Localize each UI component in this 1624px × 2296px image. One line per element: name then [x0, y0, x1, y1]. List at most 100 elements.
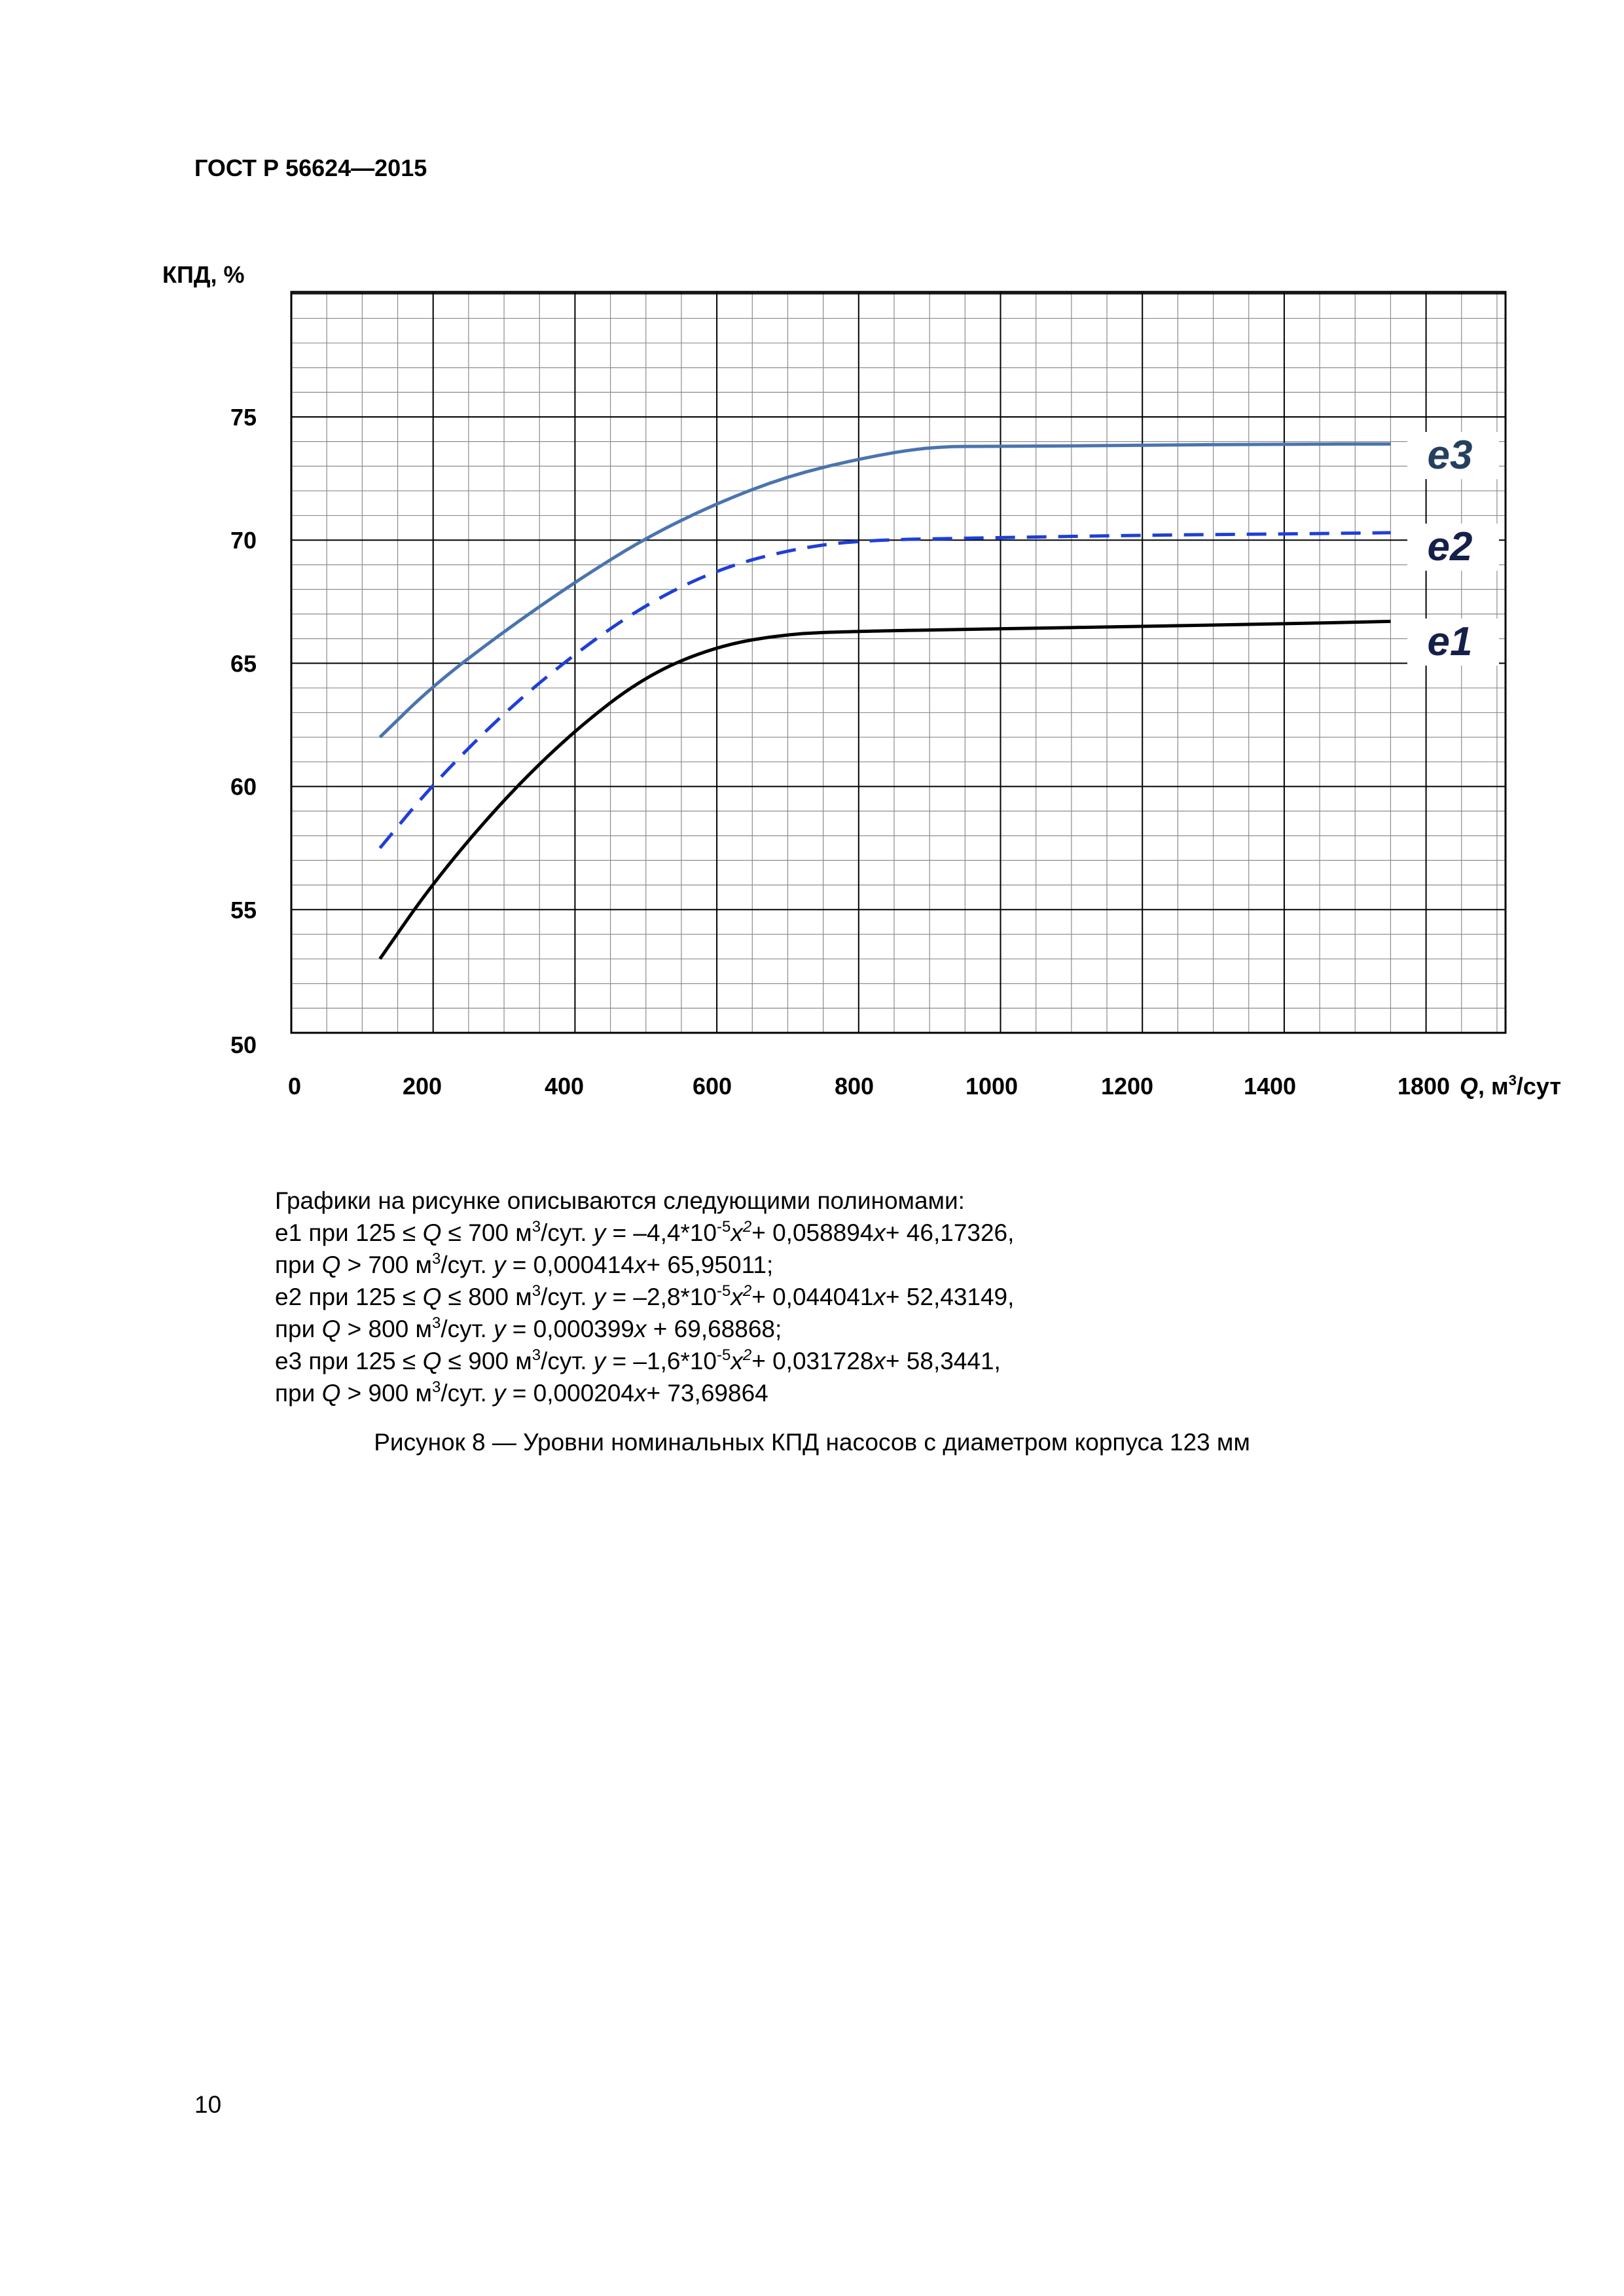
legend-fragment: 3: [431, 1250, 441, 1268]
legend-fragment: при: [275, 1251, 322, 1278]
legend-fragment: /сут.: [441, 1316, 494, 1342]
legend-fragment: Q: [321, 1316, 341, 1342]
y-tick-label: 50: [230, 1031, 257, 1058]
x-tick-label: 1800: [1398, 1073, 1450, 1100]
legend-fragment: > 800 м: [340, 1316, 432, 1342]
legend-fragment: + 65,95011;: [646, 1251, 774, 1278]
legend-fragment: x: [731, 1283, 743, 1310]
legend-line: е1 при 125 ≤ Q ≤ 700 м3/сут. y = –4,4*10…: [275, 1217, 1014, 1249]
series-label-bg: [1407, 432, 1499, 479]
legend-fragment: е1 при 125 ≤: [275, 1219, 423, 1246]
legend-fragment: x: [731, 1348, 743, 1374]
legend-fragment: x: [873, 1348, 886, 1374]
y-tick-label: 55: [230, 897, 257, 924]
series-label-bg: [1407, 524, 1499, 571]
legend-fragment: x: [873, 1219, 886, 1246]
legend-fragment: при: [275, 1316, 322, 1342]
y-tick-label: 65: [230, 650, 257, 677]
plot-frame: [290, 291, 1507, 1034]
legend-fragment: /сут.: [441, 1251, 494, 1278]
y-tick-label: 60: [230, 774, 257, 800]
x-tick-label: 1400: [1244, 1073, 1296, 1100]
legend-line: при Q > 900 м3/сут. y = 0,000204x+ 73,69…: [275, 1377, 1014, 1409]
legend-fragment: > 700 м: [340, 1251, 432, 1278]
legend-fragment: + 46,17326,: [885, 1219, 1015, 1246]
efficiency-chart: КПД, % 50 55 60 65 70 75 0 200 400 600 800 1000 1200 1…: [162, 261, 1561, 1100]
legend-fragment: = –1,6*10: [605, 1348, 717, 1374]
legend-fragment: Q: [422, 1348, 442, 1374]
legend-fragment: + 58,3441,: [885, 1348, 1001, 1374]
legend-fragment: -5: [717, 1346, 731, 1364]
legend-fragment: ≤ 800 м: [441, 1283, 532, 1310]
legend-fragment: y: [494, 1251, 506, 1278]
series-label-e3: e3: [1428, 433, 1473, 478]
legend-fragment: 3: [532, 1282, 541, 1300]
y-tick-label: 75: [230, 404, 257, 431]
legend-fragment: = –2,8*10: [605, 1283, 717, 1310]
legend-lines: е1 при 125 ≤ Q ≤ 700 м3/сут. y = –4,4*10…: [275, 1217, 1014, 1409]
series-line-e2: [378, 531, 1391, 850]
legend-fragment: ≤ 700 м: [441, 1219, 532, 1246]
legend-line: е2 при 125 ≤ Q ≤ 800 м3/сут. y = –2,8*10…: [275, 1281, 1014, 1313]
x-tick-label: 0: [288, 1073, 301, 1100]
legend-fragment: + 0,044041: [751, 1283, 874, 1310]
legend-fragment: е3 при 125 ≤: [275, 1348, 423, 1374]
legend-fragment: y: [494, 1316, 506, 1342]
legend-fragment: + 52,43149,: [885, 1283, 1015, 1310]
legend-fragment: -5: [717, 1218, 731, 1236]
legend-fragment: + 0,031728: [751, 1348, 874, 1374]
polynomial-legend: Графики на рисунке описываются следующим…: [275, 1185, 1014, 1409]
legend-fragment: Q: [422, 1219, 442, 1246]
page-number: 10: [194, 2091, 222, 2118]
legend-fragment: x: [634, 1316, 647, 1342]
x-tick-label: 1200: [1101, 1073, 1153, 1100]
legend-fragment: = 0,000414: [505, 1251, 635, 1278]
legend-fragment: 2: [742, 1218, 752, 1236]
x-tick-label: 200: [403, 1073, 442, 1100]
x-tick-label: 600: [693, 1073, 732, 1100]
legend-fragment: y: [593, 1219, 606, 1246]
legend-fragment: 3: [431, 1314, 441, 1332]
legend-fragment: 3: [532, 1218, 541, 1236]
legend-fragment: = 0,000204: [505, 1380, 635, 1407]
legend-fragment: = 0,000399: [505, 1316, 635, 1342]
series-line-e3: [378, 442, 1391, 739]
x-tick-label: 400: [545, 1073, 584, 1100]
legend-fragment: y: [593, 1348, 606, 1374]
legend-fragment: ≤ 900 м: [441, 1348, 532, 1374]
legend-fragment: Q: [422, 1283, 442, 1310]
series-label-bg: [1407, 619, 1499, 666]
legend-line: е3 при 125 ≤ Q ≤ 900 м3/сут. y = –1,6*10…: [275, 1345, 1014, 1377]
legend-fragment: + 69,68868;: [646, 1316, 782, 1342]
legend-fragment: x: [634, 1380, 647, 1407]
series-label-e2: e2: [1428, 524, 1473, 569]
x-tick-label: 1000: [965, 1073, 1018, 1100]
legend-fragment: + 0,058894: [751, 1219, 874, 1246]
document-code: ГОСТ Р 56624—2015: [194, 154, 427, 181]
y-tick-label: 70: [230, 527, 257, 554]
legend-fragment: е2 при 125 ≤: [275, 1283, 423, 1310]
legend-fragment: /сут.: [441, 1380, 494, 1407]
legend-fragment: > 900 м: [340, 1380, 432, 1407]
legend-fragment: -5: [717, 1282, 731, 1300]
legend-fragment: = –4,4*10: [605, 1219, 717, 1246]
legend-fragment: /сут.: [541, 1219, 594, 1246]
legend-line: при Q > 700 м3/сут. y = 0,000414x+ 65,95…: [275, 1249, 1014, 1281]
legend-fragment: y: [494, 1380, 506, 1407]
legend-fragment: + 73,69864: [646, 1380, 768, 1407]
legend-fragment: /сут.: [541, 1283, 594, 1310]
series-line-e1: [378, 619, 1391, 960]
legend-fragment: x: [634, 1251, 647, 1278]
legend-fragment: Q: [321, 1380, 341, 1407]
legend-intro: Графики на рисунке описываются следующим…: [275, 1187, 965, 1214]
series-label-e1: e1: [1428, 619, 1473, 664]
legend-line: при Q > 800 м3/сут. y = 0,000399x + 69,6…: [275, 1313, 1014, 1345]
x-axis-title: Q, м3/сут: [1460, 1072, 1561, 1100]
x-tick-label: 800: [835, 1073, 874, 1100]
legend-fragment: x: [873, 1283, 886, 1310]
y-axis-title: КПД, %: [162, 261, 245, 288]
legend-fragment: x: [731, 1219, 743, 1246]
legend-fragment: 2: [742, 1282, 752, 1300]
figure-caption: Рисунок 8 — Уровни номинальных КПД насос…: [374, 1429, 1250, 1456]
legend-fragment: 3: [532, 1346, 541, 1364]
